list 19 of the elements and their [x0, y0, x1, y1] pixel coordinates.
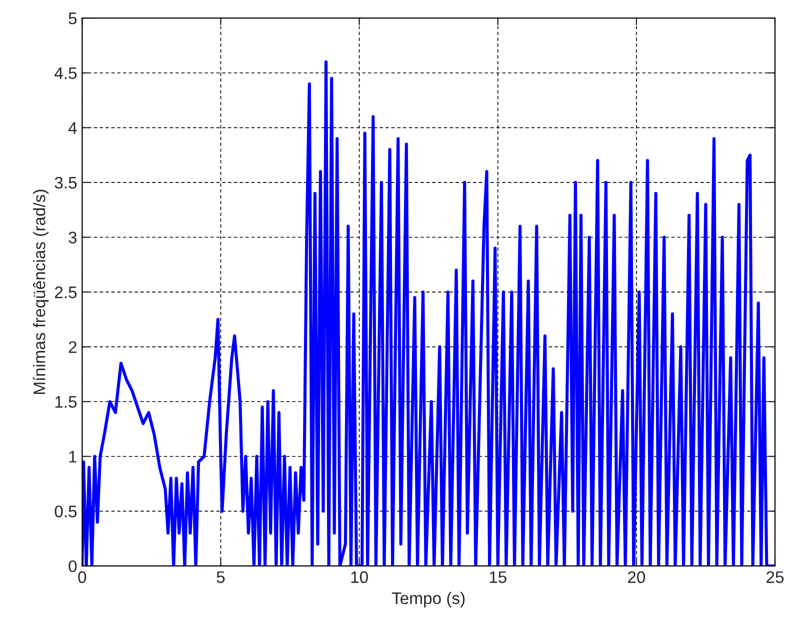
x-tick-label: 25: [766, 571, 784, 584]
y-tick-label: 0: [68, 560, 77, 572]
y-tick-label: 2: [68, 341, 76, 353]
y-axis-title: Mínimas freqüências (rad/s): [32, 190, 49, 394]
y-tick-label: 4: [68, 122, 77, 134]
x-tick-label: 15: [490, 571, 506, 584]
x-tick-label: 10: [351, 571, 368, 584]
y-tick-label: 0.5: [54, 506, 77, 518]
y-tick-label: 1: [69, 450, 76, 462]
y-tick-label: 3.5: [54, 176, 77, 189]
x-tick-label: 5: [216, 571, 225, 584]
y-tick-label: 1.5: [55, 396, 77, 408]
x-tick-label: 20: [628, 571, 646, 584]
x-tick-label: 0: [78, 571, 86, 584]
y-tick-label: 2.5: [54, 286, 77, 298]
y-tick-label: 3: [68, 232, 77, 244]
x-axis-title: Tempo (s): [392, 592, 465, 608]
y-tick-label: 4.5: [54, 67, 77, 80]
y-tick-label: 5: [68, 12, 77, 24]
